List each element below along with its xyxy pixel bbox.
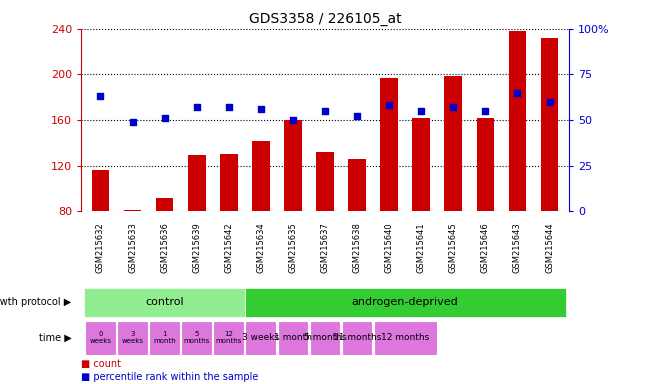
Text: GSM215640: GSM215640 bbox=[385, 222, 394, 273]
Point bbox=[224, 104, 234, 110]
Text: GSM215638: GSM215638 bbox=[352, 222, 361, 273]
Bar bbox=[124, 210, 142, 211]
Text: ■ percentile rank within the sample: ■ percentile rank within the sample bbox=[81, 372, 259, 382]
Text: GSM215637: GSM215637 bbox=[320, 222, 330, 273]
Point bbox=[192, 104, 202, 110]
Point bbox=[384, 102, 395, 108]
Text: 1 month: 1 month bbox=[274, 333, 312, 343]
Text: GSM215645: GSM215645 bbox=[448, 222, 458, 273]
Text: 5 months: 5 months bbox=[304, 333, 346, 343]
Point bbox=[448, 104, 458, 110]
Bar bbox=[245, 288, 566, 317]
Bar bbox=[85, 321, 116, 355]
Text: time ▶: time ▶ bbox=[39, 333, 72, 343]
Point bbox=[127, 119, 138, 125]
Text: GSM215643: GSM215643 bbox=[513, 222, 522, 273]
Text: 3
weeks: 3 weeks bbox=[122, 331, 144, 344]
Text: 3 weeks: 3 weeks bbox=[242, 333, 280, 343]
Point bbox=[416, 108, 426, 114]
Text: 5
months: 5 months bbox=[183, 331, 210, 344]
Bar bbox=[252, 141, 270, 211]
Text: GSM215639: GSM215639 bbox=[192, 222, 202, 273]
Bar bbox=[316, 152, 334, 211]
Text: control: control bbox=[146, 297, 184, 308]
Bar bbox=[342, 321, 372, 355]
Bar bbox=[541, 38, 558, 211]
Bar bbox=[380, 78, 398, 211]
Bar bbox=[84, 288, 245, 317]
Bar bbox=[445, 76, 462, 211]
Bar bbox=[181, 321, 212, 355]
Bar bbox=[476, 118, 494, 211]
Text: GSM215646: GSM215646 bbox=[481, 222, 490, 273]
Text: 11 months: 11 months bbox=[333, 333, 382, 343]
Text: 1
month: 1 month bbox=[153, 331, 176, 344]
Text: 0
weeks: 0 weeks bbox=[90, 331, 112, 344]
Bar bbox=[220, 154, 238, 211]
Title: GDS3358 / 226105_at: GDS3358 / 226105_at bbox=[249, 12, 401, 26]
Point bbox=[512, 89, 523, 96]
Text: GSM215641: GSM215641 bbox=[417, 222, 426, 273]
Text: ■ count: ■ count bbox=[81, 359, 122, 369]
Point bbox=[352, 113, 362, 119]
Bar bbox=[508, 31, 526, 211]
Text: 12
months: 12 months bbox=[216, 331, 242, 344]
Text: androgen-deprived: androgen-deprived bbox=[352, 297, 458, 308]
Text: GSM215644: GSM215644 bbox=[545, 222, 554, 273]
Text: GSM215633: GSM215633 bbox=[128, 222, 137, 273]
Point bbox=[320, 108, 330, 114]
Bar bbox=[284, 120, 302, 211]
Text: 12 months: 12 months bbox=[381, 333, 429, 343]
Bar bbox=[117, 321, 148, 355]
Bar bbox=[150, 321, 180, 355]
Bar bbox=[246, 321, 276, 355]
Text: GSM215636: GSM215636 bbox=[160, 222, 169, 273]
Bar bbox=[92, 170, 109, 211]
Bar bbox=[188, 156, 205, 211]
Point bbox=[480, 108, 491, 114]
Point bbox=[159, 115, 170, 121]
Text: GSM215634: GSM215634 bbox=[256, 222, 265, 273]
Bar bbox=[156, 197, 174, 211]
Bar bbox=[278, 321, 308, 355]
Text: GSM215635: GSM215635 bbox=[289, 222, 298, 273]
Point bbox=[288, 117, 298, 123]
Point bbox=[544, 99, 554, 105]
Point bbox=[255, 106, 266, 112]
Text: GSM215632: GSM215632 bbox=[96, 222, 105, 273]
Bar bbox=[213, 321, 244, 355]
Text: GSM215642: GSM215642 bbox=[224, 222, 233, 273]
Point bbox=[96, 93, 106, 99]
Bar bbox=[374, 321, 437, 355]
Bar bbox=[309, 321, 341, 355]
Bar bbox=[412, 118, 430, 211]
Text: growth protocol ▶: growth protocol ▶ bbox=[0, 297, 72, 308]
Bar bbox=[348, 159, 366, 211]
